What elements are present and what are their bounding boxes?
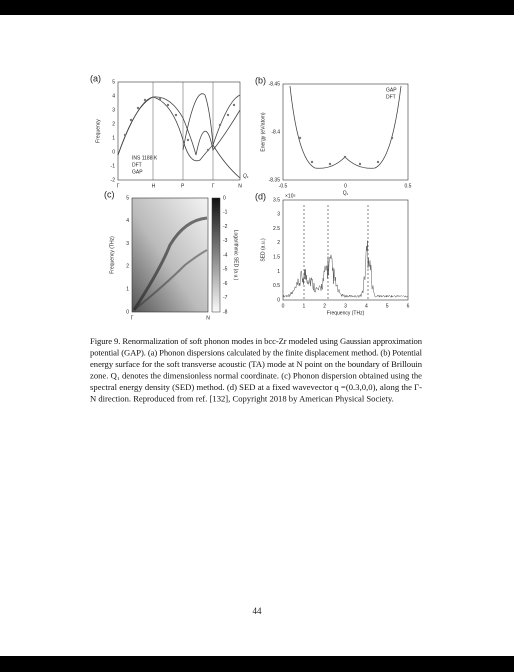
y-tick-label: 5 (112, 79, 115, 85)
y-tick-label: 3 (126, 241, 129, 247)
y-tick-label: 1 (277, 269, 280, 275)
colorbar-tick-label: -8 (223, 309, 228, 315)
y-tick-label: 1.5 (273, 254, 280, 260)
x-tick-label: 2 (323, 303, 326, 309)
y-tick-label: -8.4 (271, 129, 280, 135)
x-tick-label: Γ (212, 183, 215, 189)
x-tick-label: 4 (365, 303, 368, 309)
y-tick-label: 3.5 (273, 197, 280, 203)
y-tick-label: -8.35 (269, 177, 281, 183)
colorbar-tick-label: -6 (223, 281, 228, 287)
x-tick-label: 0 (282, 303, 285, 309)
x-tick-label: H (152, 183, 156, 189)
y-tick-label: -2 (111, 177, 116, 183)
caption-line: Figure 9. Renormalization of soft phonon… (90, 336, 423, 346)
y-axis-label: Frequency (95, 119, 101, 143)
x-tick-label: N (206, 315, 210, 321)
y-tick-label: 1 (112, 135, 115, 141)
colorbar-tick-label: -3 (223, 238, 228, 244)
legend-entry: INS 1188 K (132, 155, 158, 161)
caption-line: zone. Q₁ denotes the dimensionless norma… (90, 370, 422, 380)
top-bar (0, 0, 514, 15)
y-tick-label: 0 (277, 297, 280, 303)
axis-exponent: ×10⁵ (285, 193, 296, 199)
panel-a-plot (117, 81, 241, 181)
x-tick-label: Γ (117, 183, 120, 189)
y-tick-label: -1 (111, 163, 116, 169)
caption-line: spectral energy density (SED) method. (d… (90, 382, 422, 392)
caption-line: potential (GAP). (a) Phonon dispersions … (90, 347, 423, 357)
y-tick-label: 2.5 (273, 226, 280, 232)
x-axis-label: Frequency (THz) (327, 310, 365, 316)
colorbar-tick-label: 0 (223, 195, 226, 201)
panel-b-plot (282, 83, 409, 181)
panel-c-plot (131, 197, 221, 313)
y-tick-label: 2 (126, 264, 129, 270)
y-axis-label: Frequency (THz) (109, 236, 115, 274)
y-tick-label: 2 (277, 240, 280, 246)
panel-label: (b) (255, 75, 266, 85)
y-tick-label: 3 (277, 212, 280, 218)
legend-entry: GAP (386, 87, 397, 93)
panel-label: (c) (104, 189, 115, 199)
x-tick-label: P (181, 183, 185, 189)
colorbar-tick-label: -1 (223, 210, 228, 216)
y-tick-label: 0 (126, 309, 129, 315)
panel-label: (a) (90, 73, 101, 83)
colorbar-tick-label: -7 (223, 295, 228, 301)
legend-entry: DFT (386, 94, 396, 100)
page-number: 44 (253, 606, 263, 616)
colorbar-tick-label: -4 (223, 252, 228, 258)
legend-entry: DFT (132, 162, 142, 168)
x-tick-label: 3 (344, 303, 347, 309)
panel-label: (d) (255, 191, 266, 201)
caption-line: N direction. Reproduced from ref. [132],… (90, 393, 394, 403)
y-tick-label: 2 (112, 121, 115, 127)
legend-entry: GAP (132, 169, 143, 175)
x-tick-label: 6 (407, 303, 410, 309)
x-axis-label: Q₁ (343, 190, 349, 196)
x-tick-label: N (238, 183, 242, 189)
y-axis-label: Energy (eV/atom) (260, 112, 266, 152)
x-tick-label: 0 (344, 183, 347, 189)
colorbar-tick-label: -5 (223, 267, 228, 273)
y-tick-label: 4 (112, 93, 115, 99)
x-tick-label: 5 (386, 303, 389, 309)
y-tick-label: -8.45 (269, 81, 281, 87)
y-tick-label: 4 (126, 218, 129, 224)
annotation: Q₁ (243, 173, 249, 179)
x-tick-label: -0.5 (279, 183, 288, 189)
caption-line: energy surface for the soft transverse a… (90, 359, 423, 369)
y-tick-label: 5 (126, 195, 129, 201)
y-axis-label: SED (a.u.) (260, 238, 266, 262)
x-tick-label: Γ (131, 315, 134, 321)
y-tick-label: 3 (112, 107, 115, 113)
panel-d-plot (282, 199, 409, 301)
colorbar-label: Logarithmic SED (a.u.) (233, 230, 239, 281)
y-tick-label: 0.5 (273, 283, 280, 289)
bottom-bar (0, 656, 514, 672)
y-tick-label: 0 (112, 149, 115, 155)
x-tick-label: 0.5 (405, 183, 412, 189)
x-tick-label: 1 (302, 303, 305, 309)
y-tick-label: 1 (126, 287, 129, 293)
colorbar-tick-label: -2 (223, 224, 228, 230)
